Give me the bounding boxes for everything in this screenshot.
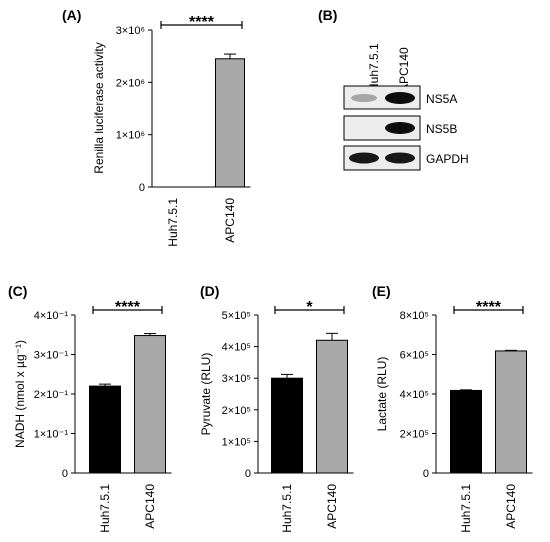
chart-e-category-label-2: APC140 (504, 484, 518, 529)
chart-a-significance-stars: **** (189, 14, 215, 31)
chart-d-bar-1 (271, 377, 303, 474)
band-gapdh-apc (385, 152, 415, 164)
chart-d-category-label-1: Huh7.5.1 (280, 484, 294, 533)
chart-d-y-tick-label: 0 (245, 468, 251, 480)
chart-a-y-tick-label: 3×10⁶ (116, 25, 145, 37)
chart-c: 0 1×10⁻¹ 2×10⁻¹ 3×10⁻¹ 4×10⁻¹ NADH (nmol x µg… (13, 299, 172, 533)
chart-a-y-tick-label: 2×10⁶ (116, 77, 145, 89)
chart-c-bar-1 (89, 385, 121, 474)
band-label-ns5a: NS5A (426, 92, 457, 106)
chart-a-category-label-2: APC140 (223, 198, 237, 243)
chart-e-y-tick-label: 8×10⁵ (400, 310, 429, 322)
chart-e-y-tick-label: 6×10⁵ (400, 350, 429, 362)
chart-e: 0 2×10⁵ 4×10⁵ 6×10⁵ 8×10⁵ Lactate (RLU) Huh7.5… (375, 299, 533, 533)
chart-a-y-tick-label: 1×10⁶ (116, 130, 145, 142)
chart-d-y-label: Pyruvate (RLU) (199, 353, 213, 436)
panel-letter-e: (E) (372, 283, 391, 299)
chart-c-y-label: NADH (nmol x µg⁻¹) (13, 340, 27, 448)
chart-e-y-tick-label: 4×10⁵ (400, 389, 429, 401)
chart-e-y-label: Lactate (RLU) (375, 357, 389, 432)
band-ns5a-huh (351, 94, 377, 102)
chart-e-y-tick-label: 2×10⁵ (400, 429, 429, 441)
chart-d-y-tick-label: 4×10⁵ (222, 342, 251, 354)
chart-e-bar-1 (450, 389, 482, 474)
chart-c-category-label-2: APC140 (143, 484, 157, 529)
chart-d-significance-stars: * (306, 299, 313, 316)
panel-letter-a: (A) (62, 7, 81, 23)
chart-c-significance-stars: **** (115, 299, 141, 316)
chart-a-bar-2 (215, 58, 245, 188)
chart-c-category-label-1: Huh7.5.1 (98, 484, 112, 533)
band-ns5b-apc (385, 122, 415, 134)
chart-d: 0 1×10⁵ 2×10⁵ 3×10⁵ 4×10⁵ 5×10⁵ Pyruvate (RLU)… (199, 299, 354, 533)
band-label-gapdh: GAPDH (426, 152, 469, 166)
chart-a-y-tick-label: 0 (139, 182, 145, 194)
panel-letter-b: (B) (318, 7, 337, 23)
chart-e-category-label-1: Huh7.5.1 (459, 484, 473, 533)
chart-d-y-tick-label: 5×10⁵ (222, 310, 251, 322)
blot-strip-gapdh (343, 145, 421, 171)
chart-e-bar-2 (495, 350, 527, 474)
chart-a: 0 1×10⁶ 2×10⁶ 3×10⁶ Renilla luciferase activ… (92, 14, 251, 247)
band-label-ns5b: NS5B (426, 122, 457, 136)
chart-c-y-tick-label: 3×10⁻¹ (34, 350, 69, 362)
chart-d-bar-2 (316, 339, 348, 474)
band-gapdh-huh (349, 152, 379, 164)
chart-c-y-tick-label: 2×10⁻¹ (34, 389, 69, 401)
chart-c-y-tick-label: 1×10⁻¹ (34, 429, 69, 441)
chart-a-y-label: Renilla luciferase activity (92, 42, 106, 173)
western-blot: Huh7.5.1 APC140 NS5A NS5B GAPDH (343, 43, 469, 171)
chart-e-significance-stars: **** (476, 299, 502, 316)
chart-e-y-tick-label: 0 (423, 468, 429, 480)
lane-label-apc: APC140 (397, 47, 411, 92)
chart-d-y-tick-label: 2×10⁵ (222, 405, 251, 417)
chart-a-category-label-1: Huh7.5.1 (166, 198, 180, 247)
panel-letter-d: (D) (200, 283, 219, 299)
panel-letter-c: (C) (8, 283, 27, 299)
chart-c-y-tick-label: 0 (62, 468, 68, 480)
lane-label-huh: Huh7.5.1 (367, 43, 381, 92)
chart-c-bar-2 (134, 335, 166, 474)
blot-strip-ns5b (343, 115, 421, 141)
chart-c-y-tick-label: 4×10⁻¹ (34, 310, 69, 322)
blot-strip-ns5a (343, 85, 421, 110)
chart-d-category-label-2: APC140 (325, 484, 339, 529)
band-ns5a-apc (385, 92, 415, 104)
chart-d-y-tick-label: 3×10⁵ (222, 373, 251, 385)
chart-d-y-tick-label: 1×10⁵ (222, 436, 251, 448)
